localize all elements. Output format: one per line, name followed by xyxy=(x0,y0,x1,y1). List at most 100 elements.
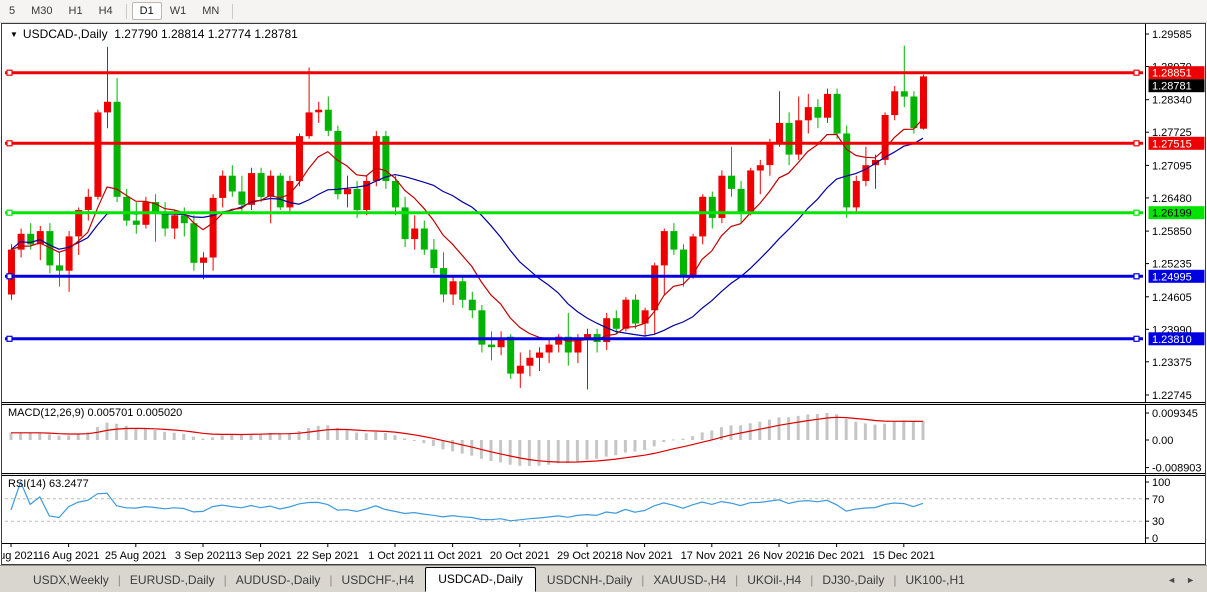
main-chart[interactable]: 1.295851.289701.283401.277251.270951.264… xyxy=(2,24,1205,402)
macd-bar xyxy=(422,440,426,444)
timeframe-button-h4[interactable]: H4 xyxy=(98,5,113,17)
macd-bar xyxy=(230,434,234,440)
macd-bar xyxy=(844,419,848,440)
macd-bar xyxy=(355,432,359,440)
candle xyxy=(382,136,390,181)
tab-usdchf-h4[interactable]: USDCHF-,H4 xyxy=(341,573,415,587)
candle xyxy=(603,318,611,342)
macd-bar xyxy=(383,433,387,440)
date-label: 25 Aug 2021 xyxy=(105,550,167,562)
candle xyxy=(324,109,332,131)
candle xyxy=(267,175,275,197)
timeframe-button-mn[interactable]: MN xyxy=(202,5,220,17)
macd-bar xyxy=(239,434,243,440)
macd-bar xyxy=(335,427,339,440)
timeframe-button-w1[interactable]: W1 xyxy=(169,5,187,17)
candle xyxy=(516,365,524,374)
rsi-scale[interactable]: 100 70 30 0 xyxy=(1145,476,1170,543)
tab-usdcnh-daily[interactable]: USDCNH-,Daily xyxy=(546,573,633,587)
line-handle[interactable] xyxy=(6,209,13,216)
macd-bar xyxy=(575,440,579,462)
macd-bar xyxy=(595,440,599,459)
timeframe-button-h1[interactable]: H1 xyxy=(68,5,83,17)
line-handle[interactable] xyxy=(6,335,13,342)
macd-bar xyxy=(470,440,474,456)
tab-eurusd-daily[interactable]: EURUSD-,Daily xyxy=(129,573,215,587)
candle xyxy=(363,181,371,210)
candle xyxy=(219,175,227,198)
macd-bar xyxy=(806,414,810,440)
candle xyxy=(420,228,428,250)
macd-bar xyxy=(268,432,272,440)
tab-usdcad-daily[interactable]: USDCAD-,Daily xyxy=(425,567,536,592)
panel-splitter[interactable] xyxy=(2,473,1205,476)
macd-bar xyxy=(873,424,877,440)
candle xyxy=(8,249,15,295)
timeframe-button-d1[interactable]: D1 xyxy=(131,2,162,20)
rsi-panel[interactable]: 100 70 30 0 xyxy=(2,476,1205,543)
candle xyxy=(612,318,620,329)
tab-scroll-left-icon[interactable]: ◄ xyxy=(1167,575,1177,585)
price-tick-label: 1.29585 xyxy=(1152,29,1192,41)
price-label-text: 1.28851 xyxy=(1152,68,1192,80)
macd-bar xyxy=(815,414,819,440)
macd-bar xyxy=(86,432,90,440)
line-handle[interactable] xyxy=(6,273,13,280)
macd-bar xyxy=(278,433,282,440)
candle xyxy=(833,93,841,134)
macd-bar xyxy=(767,419,771,440)
price-tick-label: 1.23375 xyxy=(1152,357,1192,369)
timeframe-button-m30[interactable]: M30 xyxy=(31,5,53,17)
candle xyxy=(651,265,659,311)
macd-panel[interactable]: 0.009345 0.00 -0.008903 xyxy=(2,405,1205,473)
macd-bar xyxy=(182,433,186,440)
line-handle[interactable] xyxy=(1133,140,1140,147)
tab-dj30-daily[interactable]: DJ30-,Daily xyxy=(822,573,885,587)
candle xyxy=(708,196,716,218)
macd-bar xyxy=(191,436,195,440)
candle xyxy=(296,136,303,181)
candle xyxy=(56,265,63,271)
timeframe-button-5[interactable]: 5 xyxy=(9,5,16,17)
line-handle[interactable] xyxy=(1133,209,1140,216)
panel-splitter[interactable] xyxy=(2,402,1205,405)
candle xyxy=(497,339,505,348)
macd-bar xyxy=(604,440,608,457)
candle xyxy=(804,107,812,121)
candle xyxy=(900,91,908,97)
line-handle[interactable] xyxy=(6,69,13,76)
tab-scroll-right-icon[interactable]: ► xyxy=(1186,575,1195,585)
macd-bar xyxy=(326,425,330,440)
candle xyxy=(132,220,140,225)
macd-bar xyxy=(835,414,839,440)
macd-scale[interactable]: 0.009345 0.00 -0.008903 xyxy=(1145,405,1202,473)
line-handle[interactable] xyxy=(1133,69,1140,76)
macd-bar xyxy=(249,433,253,440)
tab-usdx-weekly[interactable]: USDX,Weekly xyxy=(33,573,109,587)
macd-bar xyxy=(796,415,800,440)
candle xyxy=(660,231,668,266)
tab-xauusd-h4[interactable]: XAUUSD-,H4 xyxy=(653,573,727,587)
candle xyxy=(401,207,409,240)
line-handle[interactable] xyxy=(6,140,13,147)
macd-bar xyxy=(623,440,627,453)
macd-bar xyxy=(403,438,407,440)
macd-bar xyxy=(163,431,167,440)
price-scale[interactable]: 1.295851.289701.283401.277251.270951.264… xyxy=(1145,24,1205,402)
macd-bar xyxy=(441,440,445,450)
price-tick-label: 1.26480 xyxy=(1152,193,1192,205)
date-label: 20 Oct 2021 xyxy=(490,550,550,562)
macd-tick-label: 0.00 xyxy=(1152,435,1173,447)
line-handle[interactable] xyxy=(1133,335,1140,342)
line-handle[interactable] xyxy=(1133,273,1140,280)
candle xyxy=(747,170,755,213)
date-label: 8 Nov 2021 xyxy=(616,550,672,562)
tab-uk100-h1[interactable]: UK100-,H1 xyxy=(905,573,965,587)
macd-bar xyxy=(374,431,378,440)
candle xyxy=(555,336,563,345)
macd-bar xyxy=(95,427,99,440)
candle xyxy=(248,173,255,205)
tab-audusd-daily[interactable]: AUDUSD-,Daily xyxy=(235,573,321,587)
tab-ukoil-h4[interactable]: UKOil-,H4 xyxy=(747,573,802,587)
